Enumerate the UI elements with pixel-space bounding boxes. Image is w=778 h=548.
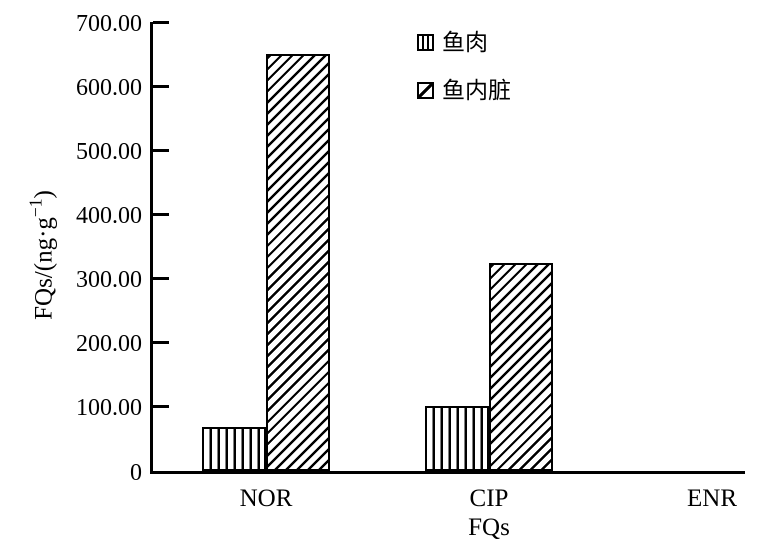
legend-label-fish-viscera: 鱼内脏 [442,77,511,103]
x-axis-line [150,471,745,474]
vertical-hatch-swatch-icon [417,33,434,51]
legend-item-fish-meat: 鱼肉 [417,29,511,55]
y-tick-500 [153,148,169,152]
y-axis-line [150,22,153,474]
y-tick-100 [153,405,169,409]
y-tick-label-400: 400.00 [76,202,142,229]
y-tick-label-200: 200.00 [76,331,142,358]
y-axis-title-close: ) [30,190,58,199]
y-tick-label-700: 700.00 [76,10,142,37]
diagonal-hatch-swatch-icon [417,81,434,99]
y-tick-label-100: 100.00 [76,395,142,422]
y-tick-label-500: 500.00 [76,138,142,165]
y-tick-300 [153,277,169,281]
x-category-label-cip: CIP [469,485,509,512]
y-tick-200 [153,341,169,345]
y-tick-label-300: 300.00 [76,267,142,294]
y-tick-700 [153,20,169,24]
y-tick-label-0: 0 [130,459,142,486]
legend: 鱼肉 鱼内脏 [417,29,511,128]
bar-fish-meat-nor [202,427,266,471]
legend-label-fish-meat: 鱼肉 [442,29,488,55]
bar-fish-viscera-cip [489,262,553,471]
y-tick-400 [153,212,169,216]
legend-item-fish-viscera: 鱼内脏 [417,77,511,103]
y-tick-600 [153,84,169,88]
x-category-label-enr: ENR [687,485,737,512]
bar-fish-meat-cip [425,405,489,471]
x-axis-title: FQs [468,514,510,541]
x-category-label-nor: NOR [239,485,293,512]
y-tick-label-600: 600.00 [76,74,142,101]
bar-fish-viscera-nor [266,54,330,471]
